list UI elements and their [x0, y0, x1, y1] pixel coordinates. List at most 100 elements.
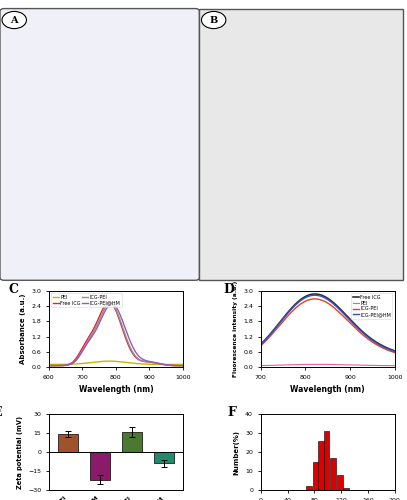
ICG-PEI@HM — [125, 330, 129, 336]
PEI — [148, 362, 153, 368]
X-axis label: Wavelength (nm): Wavelength (nm) — [79, 385, 153, 394]
ICG-PEI — [359, 331, 364, 337]
Line: ICG-PEI: ICG-PEI — [49, 304, 183, 366]
Free ICG — [132, 353, 137, 359]
ICG-PEI — [337, 310, 342, 316]
Free ICG — [348, 316, 353, 322]
Free ICG — [148, 359, 153, 365]
Free ICG — [258, 342, 263, 347]
Text: E: E — [0, 406, 2, 420]
PEI — [319, 362, 324, 368]
PEI — [337, 362, 342, 368]
ICG-PEI@HM — [348, 318, 353, 324]
PEI — [162, 362, 167, 368]
Circle shape — [201, 12, 226, 28]
ICG-PEI@HM — [46, 362, 51, 368]
ICG-PEI@HM — [282, 314, 287, 320]
PEI — [348, 362, 353, 368]
PEI — [392, 362, 397, 368]
ICG-PEI — [108, 300, 113, 306]
ICG-PEI — [180, 362, 185, 368]
Free ICG — [125, 338, 129, 344]
ICG-PEI@HM — [359, 329, 364, 335]
ICG-PEI — [392, 350, 397, 356]
Free ICG — [55, 362, 59, 368]
ICG-PEI — [319, 297, 324, 303]
ICG-PEI — [293, 306, 298, 312]
ICG-PEI — [125, 336, 129, 342]
Text: A: A — [11, 16, 18, 24]
ICG-PEI@HM — [337, 307, 342, 313]
FancyBboxPatch shape — [0, 8, 199, 280]
Free ICG — [46, 362, 51, 368]
Bar — [318, 440, 324, 490]
Y-axis label: Absorbance (a.u.): Absorbance (a.u.) — [20, 294, 26, 364]
Line: ICG-PEI@HM: ICG-PEI@HM — [49, 304, 183, 366]
Line: Free ICG: Free ICG — [49, 302, 183, 366]
Free ICG — [337, 306, 342, 312]
Bar — [154, 452, 174, 464]
Free ICG — [180, 362, 185, 368]
PEI — [258, 362, 263, 368]
PEI — [125, 360, 129, 366]
ICG-PEI@HM — [293, 302, 298, 308]
PEI — [359, 362, 364, 368]
ICG-PEI@HM — [392, 348, 397, 354]
PEI — [293, 362, 298, 368]
PEI — [314, 362, 319, 368]
Free ICG — [107, 300, 112, 306]
Free ICG — [162, 362, 167, 368]
Line: PEI: PEI — [49, 361, 183, 364]
ICG-PEI@HM — [109, 301, 114, 307]
Text: F: F — [227, 406, 236, 420]
Y-axis label: Number(%): Number(%) — [234, 430, 240, 474]
ICG-PEI — [46, 362, 51, 368]
Bar — [90, 452, 110, 480]
ICG-PEI — [148, 360, 153, 366]
Line: Free ICG: Free ICG — [261, 294, 395, 351]
PEI — [282, 362, 287, 368]
ICG-PEI@HM — [313, 292, 317, 298]
Free ICG — [282, 314, 287, 320]
ICG-PEI — [132, 352, 137, 358]
Bar — [330, 458, 336, 490]
Bar — [337, 475, 343, 490]
Line: ICG-PEI: ICG-PEI — [261, 299, 395, 352]
ICG-PEI@HM — [55, 362, 59, 368]
Bar — [58, 434, 78, 452]
X-axis label: Wavelength (nm): Wavelength (nm) — [291, 385, 365, 394]
Line: PEI: PEI — [261, 364, 395, 366]
Free ICG — [128, 346, 133, 352]
ICG-PEI — [348, 320, 353, 326]
Free ICG — [313, 291, 317, 297]
Free ICG — [293, 302, 298, 308]
PEI — [55, 362, 59, 368]
ICG-PEI — [128, 345, 133, 351]
Line: ICG-PEI@HM: ICG-PEI@HM — [261, 295, 395, 352]
ICG-PEI@HM — [132, 347, 137, 353]
Free ICG — [392, 348, 397, 354]
PEI — [132, 360, 137, 366]
Text: C: C — [9, 284, 19, 296]
PEI — [180, 362, 185, 368]
ICG-PEI — [258, 343, 263, 349]
Bar — [306, 486, 312, 490]
Legend: PEI, Free ICG, ICG-PEI, ICG-PEI@HM: PEI, Free ICG, ICG-PEI, ICG-PEI@HM — [51, 294, 122, 307]
Text: B: B — [210, 16, 218, 24]
ICG-PEI — [55, 362, 59, 368]
Bar — [122, 432, 142, 452]
ICG-PEI@HM — [148, 358, 153, 364]
FancyBboxPatch shape — [199, 8, 403, 280]
ICG-PEI@HM — [258, 342, 263, 347]
Text: D: D — [223, 284, 234, 296]
ICG-PEI — [312, 296, 317, 302]
Bar — [313, 462, 319, 490]
ICG-PEI@HM — [128, 338, 133, 344]
ICG-PEI@HM — [180, 362, 185, 368]
Legend: Free ICG, PEI, ICG-PEI, ICG-PEI@HM: Free ICG, PEI, ICG-PEI, ICG-PEI@HM — [351, 294, 392, 318]
Free ICG — [359, 328, 364, 334]
ICG-PEI — [282, 317, 287, 323]
Bar — [324, 431, 329, 490]
PEI — [46, 362, 51, 368]
Y-axis label: Fluorescence intensity (a.u.): Fluorescence intensity (a.u.) — [232, 281, 238, 377]
